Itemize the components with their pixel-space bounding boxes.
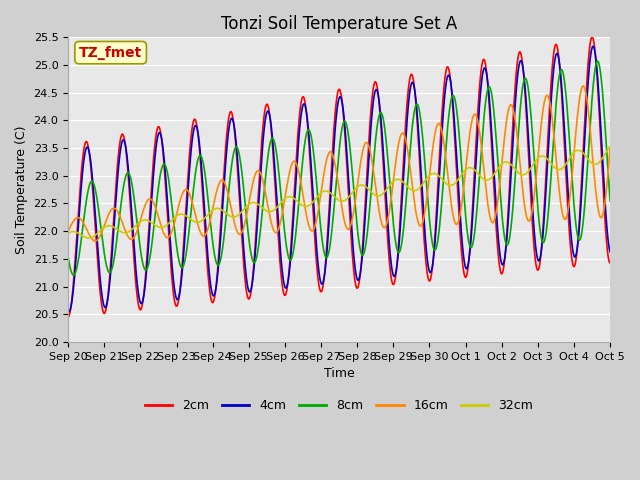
8cm xyxy=(70,272,77,278)
8cm xyxy=(172,238,180,244)
32cm xyxy=(495,165,502,171)
8cm xyxy=(495,165,502,170)
4cm xyxy=(65,309,73,314)
Line: 2cm: 2cm xyxy=(68,37,610,317)
2cm xyxy=(172,302,179,308)
Y-axis label: Soil Temperature (C): Soil Temperature (C) xyxy=(15,125,28,254)
16cm xyxy=(172,215,180,220)
Line: 16cm: 16cm xyxy=(68,86,610,241)
16cm xyxy=(495,195,502,201)
32cm xyxy=(246,201,253,206)
32cm xyxy=(172,214,180,219)
4cm xyxy=(64,308,72,313)
16cm xyxy=(542,93,550,99)
8cm xyxy=(64,254,72,260)
32cm xyxy=(185,215,193,221)
16cm xyxy=(579,83,587,89)
4cm xyxy=(589,44,597,49)
2cm xyxy=(588,34,596,40)
X-axis label: Time: Time xyxy=(324,367,355,380)
16cm xyxy=(185,190,193,196)
Legend: 2cm, 4cm, 8cm, 16cm, 32cm: 2cm, 4cm, 8cm, 16cm, 32cm xyxy=(140,394,538,417)
8cm xyxy=(594,58,602,64)
Title: Tonzi Soil Temperature Set A: Tonzi Soil Temperature Set A xyxy=(221,15,457,33)
2cm xyxy=(542,178,550,183)
16cm xyxy=(246,196,253,202)
8cm xyxy=(542,229,550,235)
16cm xyxy=(64,228,72,234)
8cm xyxy=(606,198,614,204)
8cm xyxy=(185,228,193,234)
2cm xyxy=(246,296,253,301)
4cm xyxy=(542,185,550,191)
16cm xyxy=(424,190,431,196)
4cm xyxy=(185,173,193,179)
32cm xyxy=(606,144,614,150)
2cm xyxy=(606,260,614,266)
Text: TZ_fmet: TZ_fmet xyxy=(79,46,142,60)
32cm xyxy=(85,235,93,241)
4cm xyxy=(424,258,431,264)
16cm xyxy=(92,238,99,244)
32cm xyxy=(542,155,550,161)
Line: 4cm: 4cm xyxy=(68,47,610,312)
2cm xyxy=(423,269,431,275)
2cm xyxy=(494,248,502,253)
32cm xyxy=(424,175,431,180)
2cm xyxy=(64,314,72,320)
32cm xyxy=(64,230,72,236)
4cm xyxy=(606,249,614,255)
Line: 32cm: 32cm xyxy=(68,147,610,238)
8cm xyxy=(424,194,431,200)
8cm xyxy=(246,242,253,248)
4cm xyxy=(495,235,502,240)
4cm xyxy=(172,294,180,300)
16cm xyxy=(606,145,614,151)
4cm xyxy=(246,289,253,295)
2cm xyxy=(185,163,193,168)
Line: 8cm: 8cm xyxy=(68,61,610,275)
